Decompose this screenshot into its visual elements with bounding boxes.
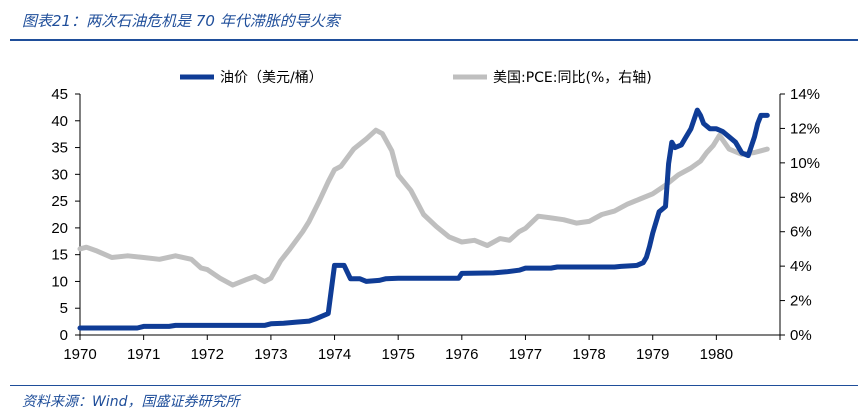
oil-price-series-line [77,107,770,331]
x-tick-label: 1976 [445,346,478,363]
y-right-tick-label: 0% [790,327,812,344]
y-left-tick-label: 15 [51,247,68,264]
y-left-tick-label: 40 [51,113,68,130]
y-right-tick-label: 6% [790,224,812,241]
legend-pce-label: 美国:PCE:同比(%，右轴) [493,70,652,86]
y-right-tick-label: 2% [790,293,812,310]
legend-oil-label: 油价（美元/桶） [220,70,323,86]
x-tick-label: 1970 [63,346,96,363]
y-right-tick-label: 10% [790,155,820,172]
y-left-tick-label: 20 [51,220,68,237]
pce-yoy-series-line [77,127,770,288]
figure-title: 图表21：两次石油危机是 70 年代滞胀的导火索 [22,12,340,30]
y-left-tick-label: 30 [51,166,68,183]
x-tick-label: 1977 [509,346,542,363]
y-left-tick-label: 10 [51,273,68,290]
x-tick-label: 1980 [700,346,733,363]
x-tick-label: 1975 [381,346,414,363]
y-left-tick-label: 0 [60,327,68,344]
y-left-tick-label: 5 [60,300,68,317]
x-tick-label: 1979 [636,346,669,363]
y-right-tick-label: 4% [790,258,812,275]
x-tick-label: 1973 [254,346,287,363]
y-left-tick-label: 25 [51,193,68,210]
x-tick-label: 1978 [572,346,605,363]
top-rule [10,39,858,41]
bottom-rule [10,385,858,386]
y-left-tick-label: 45 [51,86,68,103]
y-right-tick-label: 8% [790,189,812,206]
y-left-tick-label: 35 [51,140,68,157]
y-right-tick-label: 12% [790,120,820,137]
x-tick-label: 1974 [318,346,351,363]
legend: 油价（美元/桶） 美国:PCE:同比(%，右轴) [180,70,652,86]
y-right-tick-label: 14% [790,86,820,103]
source-note: 资料来源：Wind，国盛证券研究所 [22,394,240,410]
x-tick-label: 1972 [191,346,224,363]
x-tick-label: 1971 [127,346,160,363]
